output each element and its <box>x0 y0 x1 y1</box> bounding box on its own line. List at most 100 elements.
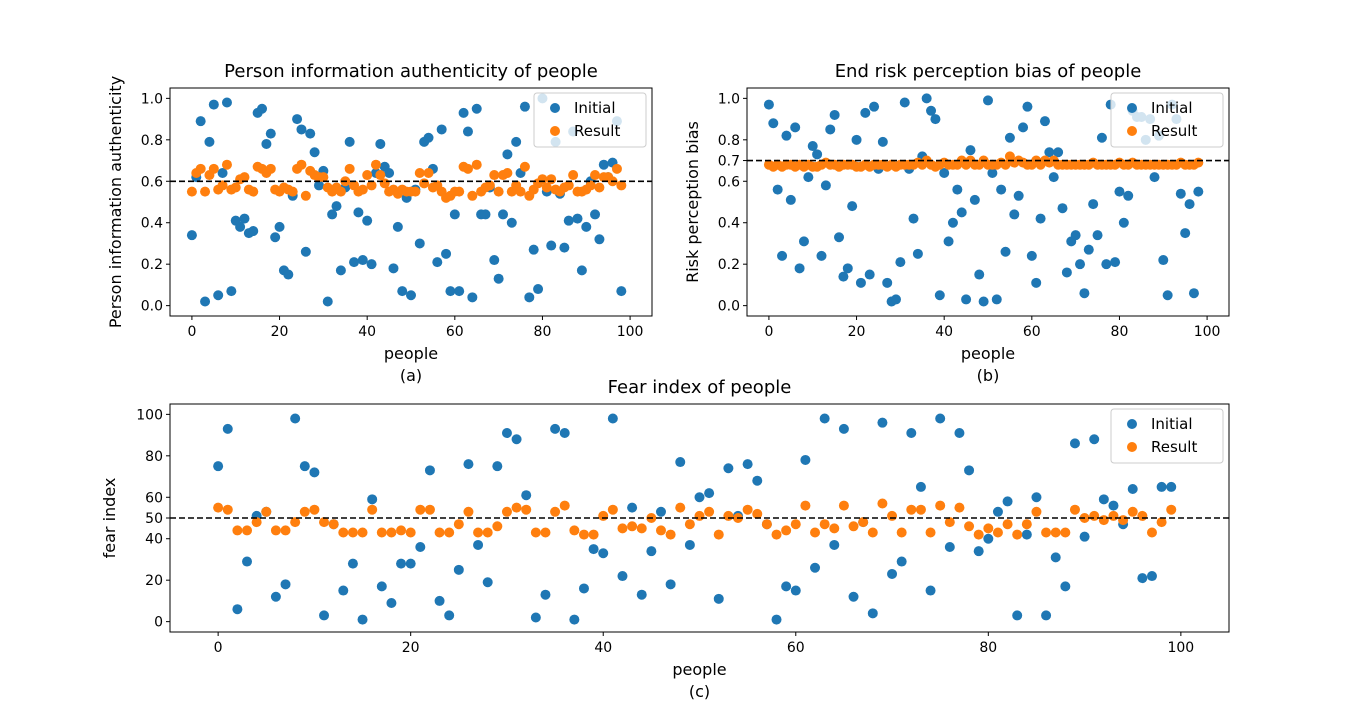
data-point-result <box>1069 504 1080 515</box>
data-point-initial <box>226 286 237 297</box>
data-point-initial <box>820 180 831 191</box>
data-point-initial <box>943 236 954 247</box>
legend-marker-result <box>1127 126 1137 136</box>
data-point-initial <box>274 221 285 232</box>
data-point-initial <box>449 209 460 220</box>
chart-c: Fear index of people 0 20 40 60 80 100 0 20 40 50 6… <box>100 377 1230 701</box>
data-point-initial <box>217 167 228 178</box>
data-point-initial <box>713 593 724 604</box>
data-point-result <box>800 500 811 511</box>
legend-label-initial: Initial <box>1151 415 1193 433</box>
data-point-initial <box>1004 132 1015 143</box>
data-point-initial <box>1075 259 1086 270</box>
data-point-initial <box>232 604 243 615</box>
data-point-initial <box>969 194 980 205</box>
data-point-result <box>467 190 478 201</box>
data-point-result <box>713 529 724 540</box>
data-point-initial <box>290 413 301 424</box>
data-point-result <box>1021 519 1032 530</box>
data-point-result <box>578 529 589 540</box>
data-point-result <box>300 190 311 201</box>
data-point-initial <box>569 614 580 625</box>
data-point-initial <box>493 273 504 284</box>
data-point-initial <box>930 114 941 125</box>
data-point-initial <box>559 242 570 253</box>
x-tick-label: 0 <box>214 640 223 656</box>
data-point-result <box>546 174 557 185</box>
data-point-initial <box>912 248 923 259</box>
data-point-initial <box>590 209 601 220</box>
data-point-initial <box>489 255 500 266</box>
data-point-initial <box>248 226 259 237</box>
data-point-result <box>1166 504 1177 515</box>
data-point-result <box>665 529 676 540</box>
data-point-result <box>251 517 262 528</box>
data-point-initial <box>1137 573 1148 584</box>
data-point-result <box>386 527 397 538</box>
data-point-result <box>318 172 329 183</box>
chart-b: End risk perception bias of people 0 20 40 6… <box>683 61 1230 385</box>
data-point-initial <box>396 558 407 569</box>
chart-title: End risk perception bias of people <box>835 61 1142 82</box>
data-point-result <box>414 167 425 178</box>
data-point-result <box>906 504 917 515</box>
data-point-result <box>415 504 426 515</box>
data-point-initial <box>704 488 715 499</box>
data-point-result <box>519 161 530 172</box>
plot-points <box>763 93 1204 307</box>
data-point-initial <box>848 591 859 602</box>
data-point-initial <box>1044 147 1055 158</box>
legend-box <box>1110 92 1224 148</box>
data-point-initial <box>655 506 666 517</box>
data-point-initial <box>763 99 774 110</box>
data-point-result <box>454 186 465 197</box>
y-tick-label: 0.6 <box>141 174 163 190</box>
chart-a: Person information authenticity of peopl… <box>106 61 653 385</box>
data-point-initial <box>834 232 845 243</box>
data-point-initial <box>502 149 513 160</box>
data-point-initial <box>665 579 676 590</box>
data-point-initial <box>1092 230 1103 241</box>
data-point-result <box>550 506 561 517</box>
data-point-result <box>810 527 821 538</box>
legend-marker-result <box>1127 442 1137 452</box>
data-point-result <box>1041 527 1052 538</box>
data-point-result <box>590 170 601 181</box>
data-point-initial <box>607 413 618 424</box>
data-point-initial <box>781 130 792 141</box>
data-point-initial <box>887 568 898 579</box>
data-point-initial <box>1013 190 1024 201</box>
data-point-initial <box>617 571 628 582</box>
data-point-result <box>405 527 416 538</box>
data-point-initial <box>559 428 570 439</box>
data-point-result <box>423 167 434 178</box>
data-point-result <box>559 500 570 511</box>
data-point-initial <box>366 259 377 270</box>
data-point-initial <box>511 434 522 445</box>
data-point-result <box>484 180 495 191</box>
data-point-initial <box>1002 496 1013 507</box>
data-point-initial <box>944 542 955 553</box>
data-point-result <box>973 529 984 540</box>
data-point-initial <box>1118 217 1129 228</box>
series-result <box>186 159 627 203</box>
data-point-result <box>867 527 878 538</box>
data-point-result <box>617 523 628 534</box>
y-tick-label: 0.8 <box>718 133 740 149</box>
data-point-result <box>195 163 206 174</box>
data-point-initial <box>1184 199 1195 210</box>
data-point-result <box>347 527 358 538</box>
x-tick-label: 40 <box>594 640 612 656</box>
data-point-result <box>473 527 484 538</box>
data-point-result <box>208 163 219 174</box>
data-point-initial <box>296 124 307 135</box>
data-point-initial <box>771 614 782 625</box>
data-point-result <box>790 519 801 530</box>
data-point-result <box>704 506 715 517</box>
data-point-result <box>357 527 368 538</box>
data-point-result <box>502 167 513 178</box>
data-point-result <box>1002 519 1013 530</box>
data-point-initial <box>978 296 989 307</box>
data-point-result <box>482 527 493 538</box>
data-point-initial <box>598 159 609 170</box>
